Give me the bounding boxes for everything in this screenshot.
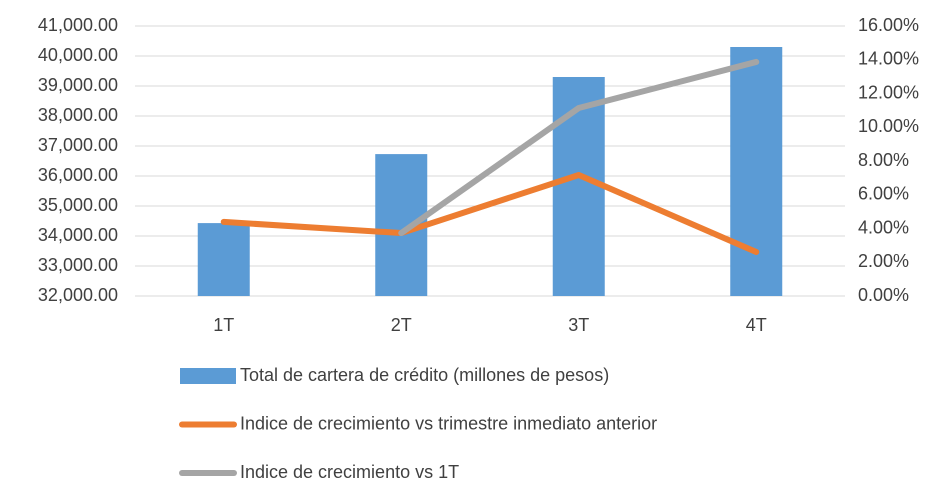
y2-tick-label: 10.00%: [858, 116, 919, 136]
y2-tick-label: 8.00%: [858, 150, 909, 170]
bar: [197, 223, 250, 296]
y-tick-label: 32,000.00: [38, 285, 118, 305]
y2-tick-label: 4.00%: [858, 217, 909, 237]
legend-label: Indice de crecimiento vs 1T: [240, 462, 459, 481]
legend-swatch: [180, 368, 236, 384]
y-tick-label: 35,000.00: [38, 195, 118, 215]
y-tick-label: 34,000.00: [38, 225, 118, 245]
legend-label: Indice de crecimiento vs trimestre inmed…: [240, 413, 657, 433]
x-tick-label: 1T: [213, 315, 234, 335]
bar: [552, 77, 605, 296]
y2-tick-label: 14.00%: [858, 49, 919, 69]
x-tick-label: 4T: [746, 315, 767, 335]
y-tick-label: 41,000.00: [38, 15, 118, 35]
legend-label: Total de cartera de crédito (millones de…: [240, 365, 609, 385]
line: [398, 58, 760, 237]
x-tick-label: 2T: [391, 315, 412, 335]
y-tick-label: 38,000.00: [38, 105, 118, 125]
y2-tick-label: 0.00%: [858, 285, 909, 305]
y2-tick-label: 12.00%: [858, 82, 919, 102]
y-tick-label: 36,000.00: [38, 165, 118, 185]
y-tick-label: 39,000.00: [38, 75, 118, 95]
bar: [730, 47, 783, 296]
y2-tick-label: 6.00%: [858, 184, 909, 204]
y2-tick-label: 2.00%: [858, 251, 909, 271]
y2-tick-label: 16.00%: [858, 15, 919, 35]
y-tick-label: 37,000.00: [38, 135, 118, 155]
line: [220, 172, 760, 255]
x-tick-label: 3T: [568, 315, 589, 335]
y-tick-label: 33,000.00: [38, 255, 118, 275]
y-tick-label: 40,000.00: [38, 45, 118, 65]
